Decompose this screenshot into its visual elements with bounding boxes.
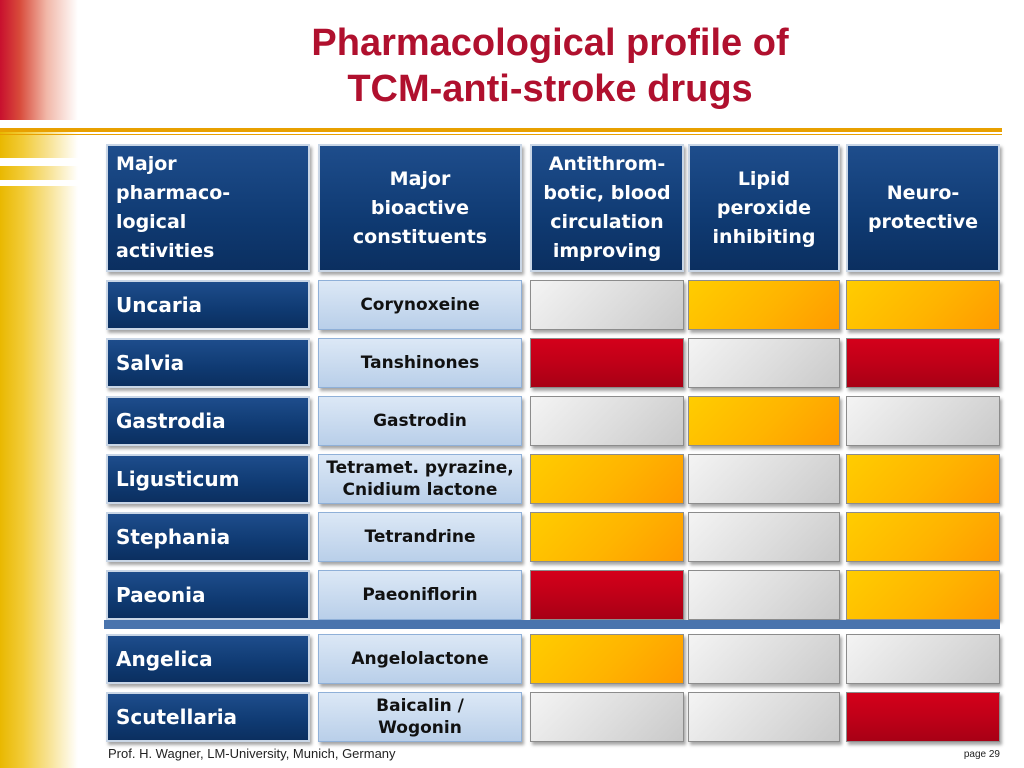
header-neuroprotective: Neuro- protective — [846, 144, 1000, 272]
header-lipid-line: Lipid — [737, 167, 791, 190]
constituent-line: Tanshinones — [360, 353, 480, 373]
header-antithrombotic: Antithrom- botic, blood circulation impr… — [530, 144, 684, 272]
row-constituent: Tanshinones — [318, 338, 522, 388]
decor-cut — [0, 158, 78, 166]
header-activities-line: Major — [116, 153, 177, 175]
header-antithrombotic-line: improving — [552, 240, 662, 262]
constituent-line: Gastrodin — [373, 411, 467, 431]
row-plant-name: Stephania — [106, 512, 310, 562]
constituent-line: Baicalin / — [376, 696, 464, 716]
activity-level-orange — [530, 634, 684, 684]
header-neuro-line: Neuro- — [886, 182, 960, 204]
row-constituent: Angelolactone — [318, 634, 522, 684]
activity-level-orange — [846, 512, 1000, 562]
page-number: page 29 — [963, 749, 1000, 760]
activity-level-red — [530, 338, 684, 388]
title-rule — [0, 128, 1002, 132]
activity-level-grey — [688, 570, 840, 620]
activity-level-orange — [846, 454, 1000, 504]
row-plant-name: Uncaria — [106, 280, 310, 330]
row-plant-name: Paeonia — [106, 570, 310, 620]
row-constituent: Gastrodin — [318, 396, 522, 446]
row-plant-name: Ligusticum — [106, 454, 310, 504]
activity-level-grey — [688, 692, 840, 742]
decor-cut — [0, 180, 78, 186]
activity-level-grey — [688, 512, 840, 562]
header-constituents-line: Major — [389, 167, 451, 190]
row-constituent: Tetrandrine — [318, 512, 522, 562]
header-activities: Major pharmaco- logical activities — [106, 144, 310, 272]
constituent-line: Tetramet. pyrazine, — [326, 458, 514, 478]
activity-level-red — [530, 570, 684, 620]
constituent-line: Wogonin — [378, 718, 462, 738]
activity-level-red — [846, 692, 1000, 742]
header-neuro-line: protective — [867, 211, 979, 233]
activity-level-orange — [530, 454, 684, 504]
activity-level-orange — [846, 570, 1000, 620]
row-plant-name: Angelica — [106, 634, 310, 684]
footer-credit: Prof. H. Wagner, LM-University, Munich, … — [108, 746, 396, 761]
row-plant-name: Salvia — [106, 338, 310, 388]
slide-title: Pharmacological profile of TCM-anti-stro… — [120, 20, 980, 112]
activity-level-grey — [530, 692, 684, 742]
constituent-line: Cnidium lactone — [342, 480, 498, 500]
header-constituents: Major bioactive constituents — [318, 144, 522, 272]
row-constituent: Paeoniflorin — [318, 570, 522, 620]
row-plant-name: Scutellaria — [106, 692, 310, 742]
header-lipid-peroxide: Lipid peroxide inhibiting — [688, 144, 840, 272]
header-lipid-line: inhibiting — [712, 225, 816, 248]
activity-level-orange — [688, 280, 840, 330]
activity-level-orange — [846, 280, 1000, 330]
activity-level-red — [846, 338, 1000, 388]
constituent-line: Corynoxeine — [360, 295, 480, 315]
header-lipid-line: peroxide — [716, 196, 812, 219]
header-antithrombotic-line: Antithrom- — [548, 153, 666, 175]
activity-level-grey — [846, 634, 1000, 684]
row-constituent: Tetramet. pyrazine, Cnidium lactone — [318, 454, 522, 504]
activity-level-orange — [688, 396, 840, 446]
activity-level-orange — [530, 512, 684, 562]
header-constituents-line: bioactive — [370, 196, 470, 219]
header-activities-line: pharmaco- — [116, 182, 231, 204]
title-line-1: Pharmacological profile of — [311, 22, 789, 64]
activity-level-grey — [530, 396, 684, 446]
header-antithrombotic-line: circulation — [550, 211, 664, 233]
row-plant-name: Gastrodia — [106, 396, 310, 446]
row-constituent: Baicalin / Wogonin — [318, 692, 522, 742]
constituent-line: Paeoniflorin — [362, 585, 478, 605]
header-antithrombotic-line: botic, blood — [543, 182, 671, 204]
activity-level-grey — [846, 396, 1000, 446]
table-separator — [104, 620, 1000, 629]
row-constituent: Corynoxeine — [318, 280, 522, 330]
constituent-line: Angelolactone — [351, 649, 489, 669]
title-rule-thin — [0, 134, 1002, 135]
activity-level-grey — [688, 338, 840, 388]
header-constituents-line: constituents — [352, 225, 488, 248]
header-activities-line: logical — [116, 211, 187, 233]
constituent-line: Tetrandrine — [364, 527, 476, 547]
activity-level-grey — [688, 454, 840, 504]
decor-red-strip — [0, 0, 78, 120]
activity-level-grey — [530, 280, 684, 330]
header-activities-line: activities — [116, 240, 215, 262]
decor-yellow-strip — [0, 132, 78, 768]
title-line-2: TCM-anti-stroke drugs — [347, 68, 753, 110]
activity-level-grey — [688, 634, 840, 684]
